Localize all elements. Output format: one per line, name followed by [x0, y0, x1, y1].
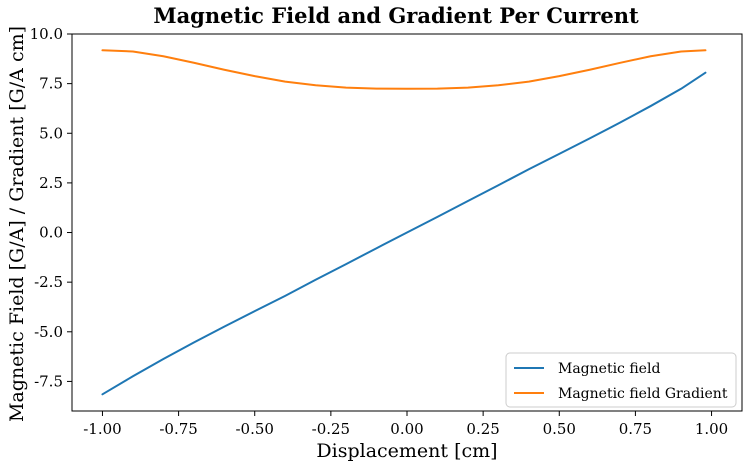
x-tick-label: 0.75: [619, 420, 652, 438]
x-tick-label: -0.50: [235, 420, 273, 438]
y-tick-label: 5.0: [39, 124, 63, 142]
x-tick-label: 1.00: [695, 420, 728, 438]
y-tick-label: 10.0: [30, 25, 63, 43]
y-tick-label: -7.5: [34, 372, 63, 390]
y-axis-label: Magnetic Field [G/A] / Gradient [G/A cm]: [6, 26, 28, 422]
legend-label-2: Magnetic field Gradient: [558, 386, 728, 402]
y-tick-label: -2.5: [34, 273, 63, 291]
x-tick-label: 0.50: [543, 420, 576, 438]
x-tick-label: -0.75: [159, 420, 197, 438]
legend: Magnetic field Magnetic field Gradient: [505, 352, 737, 408]
x-tick-label: 0.25: [466, 420, 499, 438]
x-tick-label: -0.25: [312, 420, 350, 438]
plot-area: -1.00 -0.75 -0.50 -0.25 0.00 0.25 0.50 0.75 1.00…: [30, 25, 743, 438]
x-axis-label: Displacement [cm]: [316, 440, 497, 462]
legend-box: [505, 352, 737, 408]
y-tick-label: 2.5: [39, 174, 63, 192]
x-tick-label: -1.00: [83, 420, 121, 438]
series-line-1: [101, 71, 707, 396]
x-tick-label: 0.00: [390, 420, 423, 438]
y-tick-label: 0.0: [39, 224, 63, 242]
series-line-2: [101, 49, 707, 90]
y-tick-label: 7.5: [39, 75, 63, 93]
chart-title: Magnetic Field and Gradient Per Current: [153, 3, 639, 28]
legend-label-1: Magnetic field: [558, 361, 660, 377]
y-tick-label: -5.0: [34, 323, 63, 341]
